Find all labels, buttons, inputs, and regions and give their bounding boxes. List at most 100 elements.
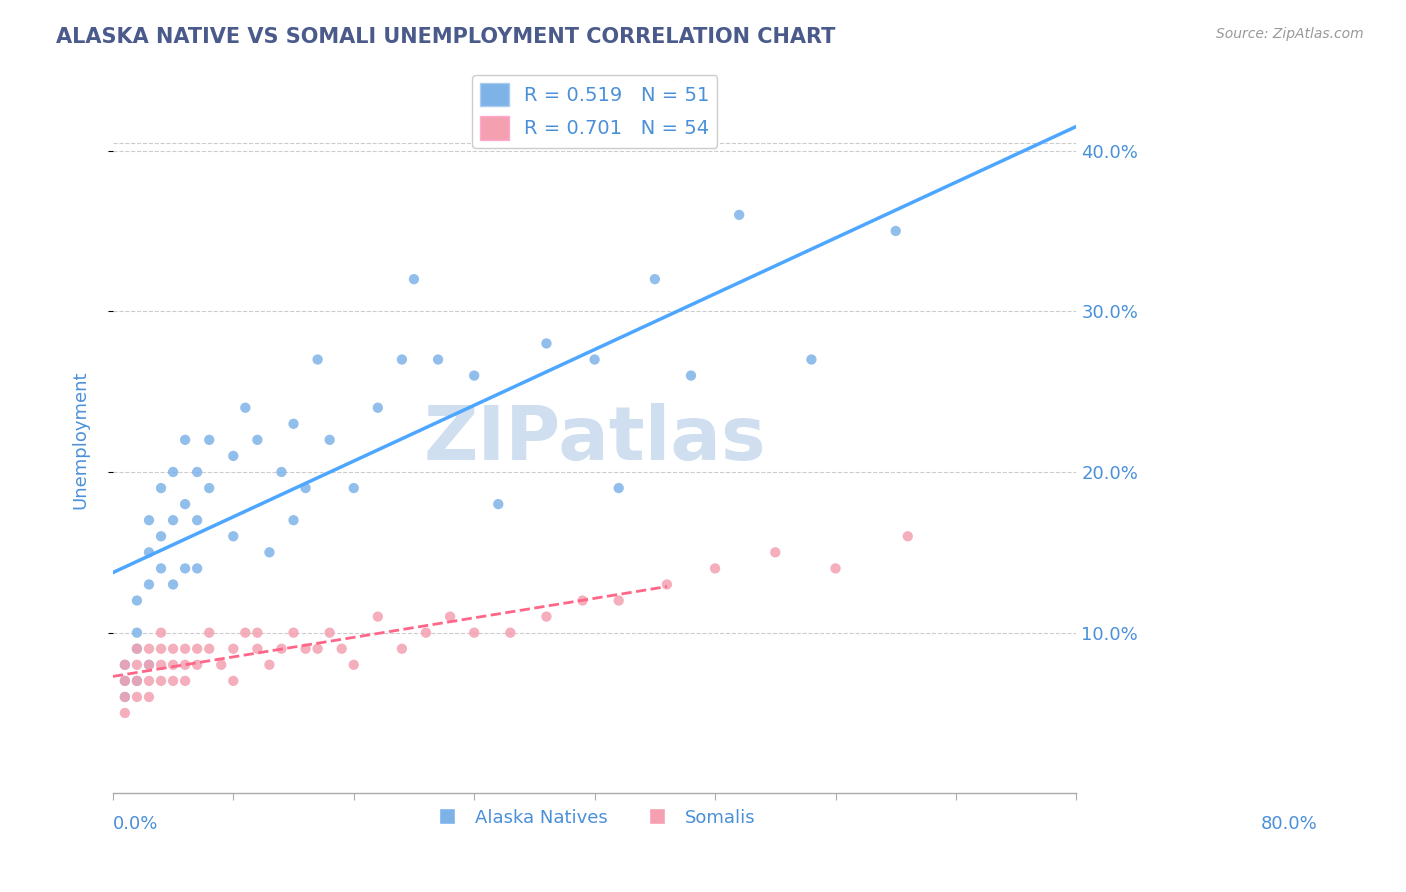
- Point: [138, 513, 160, 527]
- Point: [186, 657, 208, 672]
- Point: [125, 641, 148, 656]
- Point: [283, 625, 305, 640]
- Point: [114, 673, 136, 688]
- Point: [138, 673, 160, 688]
- Point: [125, 673, 148, 688]
- Point: [138, 690, 160, 704]
- Point: [125, 625, 148, 640]
- Point: [198, 641, 221, 656]
- Point: [198, 481, 221, 495]
- Point: [318, 625, 340, 640]
- Point: [114, 690, 136, 704]
- Point: [415, 625, 437, 640]
- Point: [655, 577, 678, 591]
- Point: [679, 368, 702, 383]
- Point: [162, 657, 184, 672]
- Point: [343, 657, 366, 672]
- Point: [174, 497, 197, 511]
- Point: [114, 657, 136, 672]
- Point: [222, 529, 245, 543]
- Point: [125, 657, 148, 672]
- Point: [246, 625, 269, 640]
- Point: [174, 673, 197, 688]
- Point: [307, 352, 329, 367]
- Point: [114, 690, 136, 704]
- Point: [402, 272, 425, 286]
- Point: [571, 593, 593, 607]
- Point: [138, 657, 160, 672]
- Point: [283, 417, 305, 431]
- Point: [150, 529, 173, 543]
- Point: [198, 433, 221, 447]
- Point: [233, 625, 256, 640]
- Point: [174, 433, 197, 447]
- Y-axis label: Unemployment: Unemployment: [72, 370, 89, 509]
- Point: [150, 657, 173, 672]
- Point: [330, 641, 353, 656]
- Point: [114, 673, 136, 688]
- Point: [367, 609, 389, 624]
- Point: [222, 673, 245, 688]
- Legend: Alaska Natives, Somalis: Alaska Natives, Somalis: [426, 801, 763, 834]
- Point: [138, 577, 160, 591]
- Point: [174, 657, 197, 672]
- Point: [391, 641, 413, 656]
- Point: [536, 609, 558, 624]
- Point: [763, 545, 786, 559]
- Point: [222, 449, 245, 463]
- Point: [174, 561, 197, 575]
- Point: [186, 465, 208, 479]
- Point: [162, 673, 184, 688]
- Point: [222, 641, 245, 656]
- Text: 0.0%: 0.0%: [112, 814, 159, 833]
- Point: [174, 641, 197, 656]
- Point: [125, 641, 148, 656]
- Point: [150, 481, 173, 495]
- Point: [162, 577, 184, 591]
- Point: [318, 433, 340, 447]
- Point: [162, 641, 184, 656]
- Point: [270, 465, 292, 479]
- Point: [246, 641, 269, 656]
- Point: [186, 513, 208, 527]
- Point: [499, 625, 522, 640]
- Point: [150, 561, 173, 575]
- Point: [270, 641, 292, 656]
- Point: [138, 641, 160, 656]
- Point: [884, 224, 907, 238]
- Point: [114, 657, 136, 672]
- Point: [439, 609, 461, 624]
- Point: [233, 401, 256, 415]
- Point: [307, 641, 329, 656]
- Point: [427, 352, 450, 367]
- Text: ALASKA NATIVE VS SOMALI UNEMPLOYMENT CORRELATION CHART: ALASKA NATIVE VS SOMALI UNEMPLOYMENT COR…: [56, 27, 835, 46]
- Point: [391, 352, 413, 367]
- Point: [283, 513, 305, 527]
- Point: [463, 368, 485, 383]
- Text: 80.0%: 80.0%: [1261, 814, 1317, 833]
- Point: [209, 657, 232, 672]
- Point: [607, 481, 630, 495]
- Point: [728, 208, 751, 222]
- Point: [246, 433, 269, 447]
- Point: [536, 336, 558, 351]
- Point: [114, 706, 136, 720]
- Point: [259, 545, 281, 559]
- Point: [343, 481, 366, 495]
- Point: [800, 352, 823, 367]
- Point: [704, 561, 727, 575]
- Point: [607, 593, 630, 607]
- Point: [644, 272, 666, 286]
- Point: [138, 545, 160, 559]
- Point: [162, 465, 184, 479]
- Point: [897, 529, 920, 543]
- Point: [162, 513, 184, 527]
- Point: [150, 625, 173, 640]
- Point: [583, 352, 606, 367]
- Point: [125, 690, 148, 704]
- Point: [463, 625, 485, 640]
- Point: [186, 561, 208, 575]
- Text: ZIPatlas: ZIPatlas: [423, 403, 766, 476]
- Point: [259, 657, 281, 672]
- Point: [198, 625, 221, 640]
